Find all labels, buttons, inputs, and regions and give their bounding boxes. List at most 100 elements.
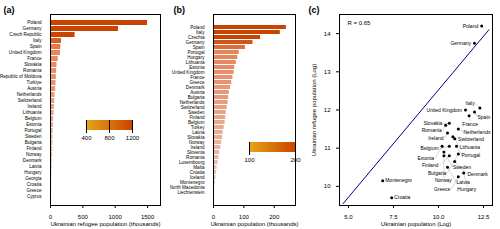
svg-text:Greece: Greece (434, 186, 451, 192)
svg-text:Hungary: Hungary (457, 186, 476, 192)
svg-text:800: 800 (104, 135, 115, 141)
svg-text:Lithuania: Lithuania (23, 110, 42, 115)
svg-text:R = 0.65: R = 0.65 (348, 20, 372, 26)
svg-text:Portugal: Portugal (24, 128, 41, 133)
svg-text:Slovakia: Slovakia (423, 120, 442, 126)
svg-text:Poland: Poland (463, 23, 479, 29)
svg-text:Sweden: Sweden (453, 164, 471, 170)
svg-text:Netherlands: Netherlands (463, 129, 490, 135)
svg-text:Croatia: Croatia (394, 194, 410, 200)
svg-text:Bulgaria: Bulgaria (187, 95, 205, 100)
svg-text:Greece: Greece (26, 188, 42, 193)
svg-text:Greece: Greece (189, 80, 205, 85)
svg-text:Finland: Finland (422, 162, 439, 168)
svg-text:Bulgaria: Bulgaria (25, 140, 42, 145)
svg-text:200: 200 (269, 214, 280, 220)
svg-text:(b): (b) (174, 5, 186, 15)
svg-text:Romania: Romania (23, 68, 42, 73)
svg-text:France: France (190, 75, 205, 80)
svg-text:Ireland: Ireland (428, 135, 444, 141)
svg-text:Cyprus: Cyprus (27, 194, 42, 199)
svg-text:13: 13 (324, 69, 331, 75)
svg-text:1000: 1000 (109, 214, 123, 220)
svg-text:Spain: Spain (478, 114, 491, 120)
svg-text:12.5: 12.5 (478, 214, 490, 220)
svg-text:Portugal: Portugal (187, 50, 205, 55)
svg-text:Spain: Spain (192, 45, 205, 50)
svg-text:7.5: 7.5 (389, 214, 398, 220)
svg-text:France: France (462, 121, 478, 127)
svg-text:Belgium: Belgium (421, 145, 439, 151)
svg-text:Turkiye: Turkiye (27, 80, 42, 85)
svg-text:Austria: Austria (27, 86, 42, 91)
svg-text:Georgia: Georgia (25, 176, 42, 181)
svg-text:Norway: Norway (435, 177, 452, 183)
svg-text:Sweden: Sweden (25, 134, 42, 139)
svg-text:United Kingdom: United Kingdom (9, 50, 42, 55)
svg-text:100: 100 (239, 214, 250, 220)
svg-text:Spain: Spain (30, 44, 42, 49)
svg-text:Romania: Romania (422, 127, 442, 133)
svg-text:Bulgaria: Bulgaria (428, 170, 447, 176)
svg-text:100: 100 (244, 157, 255, 163)
svg-text:Norway: Norway (26, 152, 42, 157)
svg-text:Ukrainian population (Log): Ukrainian population (Log) (381, 221, 451, 227)
svg-text:Belgium: Belgium (25, 116, 42, 121)
svg-text:10.0: 10.0 (433, 214, 445, 220)
svg-text:Denmark: Denmark (467, 171, 488, 177)
svg-text:Republic of Moldova: Republic of Moldova (0, 74, 42, 79)
svg-text:Czechia: Czechia (187, 35, 205, 40)
svg-text:Estonia: Estonia (189, 65, 205, 70)
svg-text:0: 0 (212, 214, 216, 220)
svg-text:Italy: Italy (196, 30, 205, 35)
svg-text:Ukrainian refugee population (: Ukrainian refugee population (Log) (311, 64, 317, 156)
svg-text:Denmark: Denmark (23, 158, 42, 163)
svg-text:Finland: Finland (26, 146, 42, 151)
svg-text:Netherlands: Netherlands (17, 92, 42, 97)
svg-text:Portugal: Portugal (462, 152, 481, 158)
svg-text:Ireland: Ireland (27, 104, 41, 109)
svg-text:Hungary: Hungary (24, 170, 42, 175)
svg-text:France: France (27, 56, 42, 61)
svg-text:(a): (a) (4, 5, 15, 15)
svg-text:5.0: 5.0 (344, 214, 353, 220)
svg-text:Germany: Germany (23, 26, 43, 31)
svg-text:Lithuania: Lithuania (185, 60, 205, 65)
svg-text:Hungary: Hungary (187, 55, 205, 60)
svg-text:Estonia: Estonia (26, 122, 42, 127)
svg-text:14: 14 (324, 31, 331, 37)
svg-text:Switzerland: Switzerland (18, 98, 42, 103)
svg-text:Italy: Italy (33, 38, 42, 43)
svg-text:Ukrainian refugee population (: Ukrainian refugee population (thousands) (50, 221, 160, 227)
svg-text:Germany: Germany (450, 40, 471, 46)
svg-text:Liechtenstein: Liechtenstein (177, 190, 205, 195)
svg-text:Germany: Germany (185, 40, 205, 45)
svg-text:Lithuania: Lithuania (460, 144, 481, 150)
svg-text:Italy: Italy (465, 100, 475, 106)
svg-text:Ukrainian population (thousand: Ukrainian population (thousands) (210, 221, 298, 227)
svg-text:Estonia: Estonia (417, 155, 434, 161)
svg-text:Slovakia: Slovakia (24, 62, 42, 67)
svg-text:Czech Republic: Czech Republic (9, 32, 42, 37)
svg-text:Latvia: Latvia (29, 164, 42, 169)
svg-text:Croatia: Croatia (27, 182, 42, 187)
svg-text:12: 12 (324, 107, 331, 113)
svg-text:United Kingdom: United Kingdom (171, 70, 205, 75)
svg-text:10: 10 (324, 183, 331, 189)
svg-text:11: 11 (324, 145, 331, 151)
svg-text:Poland: Poland (27, 20, 42, 25)
svg-text:(c): (c) (309, 5, 320, 15)
svg-text:Denmark: Denmark (185, 85, 205, 90)
svg-text:200: 200 (290, 157, 301, 163)
svg-text:United Kingdom: United Kingdom (426, 107, 462, 113)
svg-text:1500: 1500 (141, 214, 155, 220)
svg-text:400: 400 (81, 135, 92, 141)
svg-text:Switzerland: Switzerland (458, 136, 484, 142)
svg-text:Poland: Poland (190, 25, 205, 30)
svg-text:Latvia: Latvia (457, 179, 471, 185)
svg-text:Austria: Austria (190, 90, 205, 95)
svg-text:500: 500 (78, 214, 89, 220)
svg-text:1200: 1200 (126, 135, 140, 141)
svg-text:Montenegro: Montenegro (385, 177, 412, 183)
svg-text:0: 0 (49, 214, 53, 220)
